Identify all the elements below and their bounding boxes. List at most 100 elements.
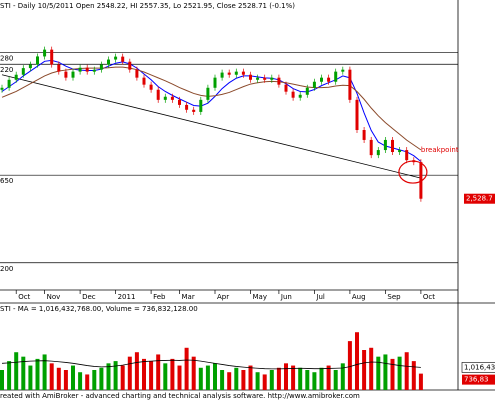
price-bar [305,87,309,95]
price-bar [220,72,224,78]
price-bar [142,77,146,85]
annotation-circle [398,160,428,184]
price-bar [241,71,245,75]
price-bar [192,109,196,112]
price-bar [149,84,153,90]
price-bar [85,67,89,72]
x-tick-label: Feb [153,293,166,301]
price-bar [327,77,331,82]
volume-bar [184,347,189,390]
volume-bar [234,367,239,390]
volume-bar [376,356,381,390]
price-bar [57,64,61,72]
price-bar [14,74,18,80]
price-bar [419,162,423,199]
volume-bar [255,372,260,390]
price-bar [21,68,25,75]
price-bar [107,59,110,65]
volume-bar [35,358,40,390]
price-bar [99,64,103,70]
price-bar [227,72,231,75]
x-tick-label: Aug [352,293,366,301]
volume-bar [7,361,12,390]
ma-label-box [461,362,495,373]
volume-bar [305,370,310,390]
volume-label-box [462,374,495,385]
price-bar [398,150,402,153]
volume-bar [198,367,203,390]
x-tick-label: Oct [423,293,435,301]
volume-bar [113,361,118,390]
volume-bar [241,370,246,390]
price-bar [0,87,4,90]
x-tick-label: May [253,293,267,301]
volume-bar [14,352,19,390]
volume-bar [163,363,168,390]
volume-bar [205,365,210,390]
volume-bar [220,370,225,390]
volume-bar [347,341,352,390]
volume-bar [120,365,125,390]
price-bar [298,94,302,98]
price-bar [128,61,132,70]
price-bar [28,64,32,69]
volume-bar [213,363,217,390]
price-bar [135,69,139,78]
last-price-box [464,193,495,204]
volume-bar [369,347,374,390]
volume-bar [0,370,4,390]
volume-bar [312,372,317,390]
price-bar [263,77,267,80]
volume-bar [418,373,423,390]
volume-bar [99,367,104,390]
y-tick-label: 200 [0,265,13,273]
footer: reated with AmiBroker - advanced chartin… [0,392,360,400]
volume-bar [28,365,33,390]
volume-bar [326,365,331,390]
volume-bar [156,354,161,390]
volume-bar [191,356,196,390]
x-tick-label: Sep [387,293,401,301]
volume-bar [298,367,303,390]
price-bar [156,89,160,100]
price-bar [178,99,181,105]
volume-bar [21,356,26,390]
volume-bar [269,370,274,390]
price-bar [185,104,189,110]
price-bar [383,139,387,151]
price-bar [334,71,338,82]
price-bar [64,71,68,78]
volume-bar [71,365,75,390]
volume-bar [127,356,132,390]
x-tick-label: Jul [315,293,325,301]
price-bar [36,56,39,65]
x-tick-label: Mar [182,293,195,301]
volume-bar [319,367,324,390]
volume-bar [333,370,338,390]
y-tick-label: 220 [0,66,13,74]
volume-bar [291,365,296,390]
volume-label: 736,83 [464,376,489,384]
volume-bar [411,361,416,390]
price-bar [249,74,252,80]
volume-bar [63,370,68,390]
volume-bar [390,358,395,390]
price-bar [405,150,409,161]
volume-bar [355,332,359,390]
volume-bar [340,363,345,390]
volume-bar [383,354,388,390]
ma-label: 1,016,43 [464,363,495,371]
volume-bar [404,352,409,390]
x-tick-label: Nov [47,293,61,301]
volume-bar [92,370,97,390]
x-tick-label: 2011 [118,293,136,301]
volume-bar [49,363,54,390]
volume-bar [262,374,267,390]
price-bar [199,99,203,112]
x-tick-label: Dec [82,293,96,301]
price-bar [7,79,11,88]
volume-ma [1,359,421,370]
price-bar [277,77,281,85]
price-bar [71,71,75,78]
price-bar [170,96,174,100]
